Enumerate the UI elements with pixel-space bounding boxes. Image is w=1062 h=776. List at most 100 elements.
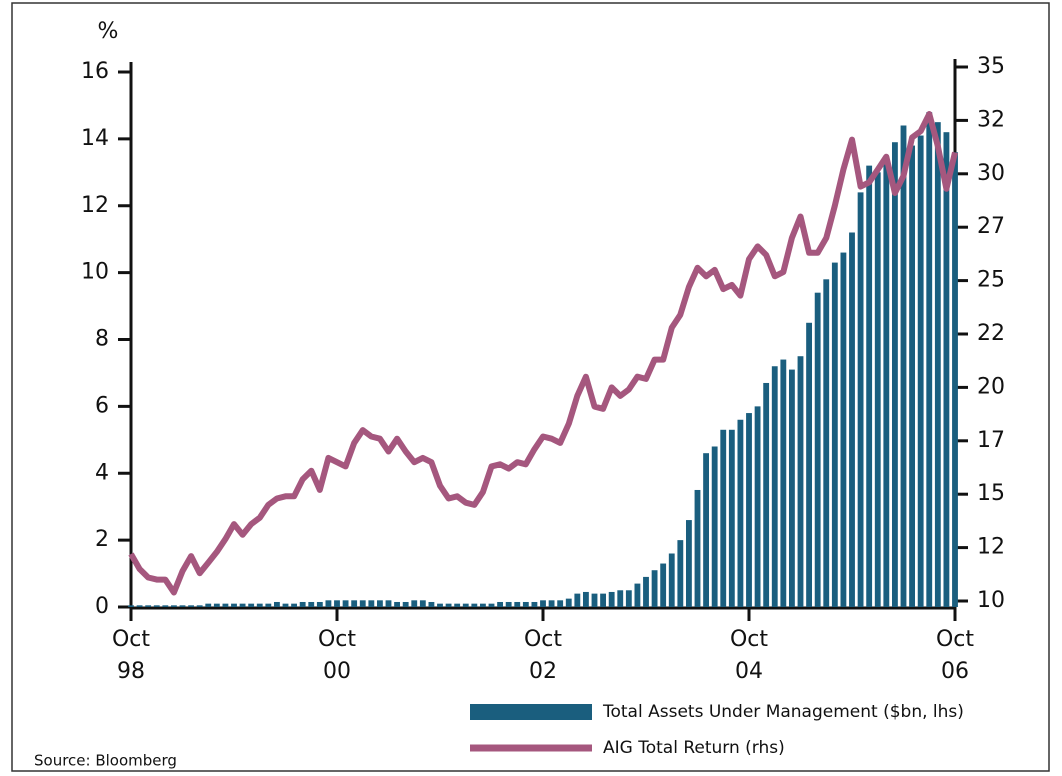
x-tick-label: Oct 04	[729, 627, 769, 684]
bar	[617, 590, 624, 607]
bar	[153, 605, 160, 607]
bar	[170, 605, 177, 607]
bar	[256, 603, 263, 607]
y2-tick-label: 17	[977, 428, 1005, 453]
frame	[11, 2, 1050, 772]
bar	[814, 292, 821, 607]
bar	[136, 605, 143, 607]
bar	[703, 453, 710, 607]
bar	[437, 603, 443, 607]
bar	[677, 540, 684, 607]
bar	[239, 603, 246, 607]
bar	[505, 601, 512, 607]
bar	[943, 132, 950, 607]
bar	[359, 600, 366, 607]
bar	[891, 142, 898, 607]
bar	[926, 112, 933, 607]
bar	[883, 158, 890, 607]
bar	[548, 600, 555, 607]
bar	[909, 145, 916, 607]
bar	[385, 600, 392, 607]
y-tick-label: 0	[95, 594, 109, 619]
bar	[445, 603, 452, 607]
bar	[282, 603, 289, 607]
bar	[806, 322, 813, 607]
bar	[643, 576, 649, 607]
bar	[574, 593, 581, 607]
bar	[462, 603, 469, 607]
bar	[831, 262, 838, 607]
bar	[522, 601, 529, 607]
bar	[471, 603, 478, 607]
x-tick-label: Oct 02	[523, 627, 563, 684]
bar	[917, 135, 924, 607]
bar	[694, 489, 701, 607]
bar	[763, 382, 770, 607]
bar	[454, 603, 461, 607]
y-tick-label: 10	[81, 260, 109, 285]
bar	[608, 591, 615, 607]
bar	[514, 601, 521, 607]
bar	[179, 605, 186, 607]
bar	[325, 600, 332, 607]
y-tick-label: 16	[81, 59, 109, 84]
y2-tick-label: 27	[977, 214, 1005, 239]
bar	[531, 601, 538, 607]
bar	[591, 593, 598, 607]
y-tick-label: 12	[81, 193, 109, 218]
bar	[737, 419, 744, 607]
y-tick-label: 2	[95, 527, 109, 552]
bar	[428, 601, 435, 607]
bar	[840, 252, 847, 607]
bar	[634, 583, 641, 607]
y2-tick-label: 15	[977, 481, 1005, 506]
y2-tick-label: 25	[977, 268, 1005, 293]
x-tick-label: Oct 98	[111, 627, 151, 684]
bar	[308, 601, 315, 607]
bar	[299, 601, 306, 607]
x-tick-label: Oct 06	[935, 627, 975, 684]
bar	[394, 601, 401, 607]
bar	[788, 369, 795, 607]
legend-label: Total Assets Under Management ($bn, lhs)	[602, 702, 964, 722]
y-tick-label: 8	[95, 327, 109, 352]
y2-tick-label: 35	[977, 54, 1005, 79]
bar	[651, 570, 658, 607]
bar	[797, 356, 804, 607]
y2-tick-label: 12	[977, 535, 1005, 560]
y-axis-label: %	[98, 19, 119, 44]
bar	[711, 446, 718, 607]
bar	[479, 603, 486, 607]
bar	[857, 192, 864, 607]
bar	[402, 601, 409, 607]
bar	[900, 125, 907, 607]
bar	[222, 603, 229, 607]
bar	[540, 600, 546, 607]
bar	[754, 406, 761, 607]
y2-tick-label: 32	[977, 107, 1005, 132]
bar	[376, 600, 383, 607]
bar	[411, 600, 418, 607]
bar	[265, 603, 272, 607]
bar	[351, 600, 358, 607]
y2-tick-label: 10	[977, 588, 1005, 613]
line	[128, 111, 958, 596]
bar	[205, 603, 212, 607]
bar	[162, 605, 169, 607]
bar	[952, 152, 958, 607]
bar	[874, 172, 881, 607]
bar	[934, 122, 941, 607]
bar	[582, 591, 589, 607]
y2-tick-label: 30	[977, 161, 1005, 186]
bar	[728, 429, 735, 607]
legend-swatch	[470, 704, 592, 720]
bar	[342, 600, 349, 607]
bar	[497, 601, 504, 607]
bar	[316, 601, 323, 607]
bar	[368, 600, 375, 607]
bar	[660, 563, 667, 607]
x-tick-label: Oct 00	[317, 627, 357, 684]
bar	[419, 600, 426, 607]
legend-label: AIG Total Return (rhs)	[603, 738, 785, 758]
bar	[248, 603, 255, 607]
